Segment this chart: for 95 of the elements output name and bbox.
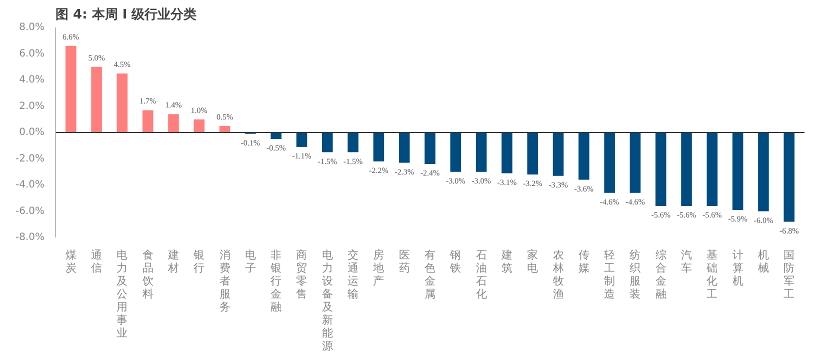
- y-tick-label: 2.0%: [19, 100, 44, 112]
- x-tick-label: 农林牧渔: [552, 248, 564, 300]
- data-label: -3.3%: [548, 180, 568, 190]
- bar: [578, 132, 590, 180]
- x-tick-label: 消费者服务: [219, 248, 230, 314]
- x-tick-label: 电力及公用事业: [116, 248, 128, 340]
- y-tick-label: -2.0%: [15, 153, 44, 164]
- y-tick-label: 8.0%: [19, 22, 44, 33]
- x-tick-label: 建筑: [500, 248, 512, 274]
- x-tick-label: 机械: [758, 248, 769, 274]
- x-tick-label: 食品饮料: [141, 248, 154, 300]
- x-tick-label: 汽车: [681, 248, 692, 274]
- x-tick-label: 基础化工: [706, 248, 718, 300]
- bar: [552, 132, 564, 176]
- data-label: 6.6%: [62, 32, 80, 42]
- bar: [142, 110, 154, 132]
- x-tick-label: 建材: [166, 248, 179, 274]
- data-label: 5.0%: [88, 53, 106, 62]
- x-tick-label: 纺织服装: [630, 248, 641, 300]
- data-label: -4.6%: [626, 197, 646, 206]
- bar: [655, 132, 666, 206]
- data-label: -6.8%: [779, 226, 800, 236]
- data-label: 0.5%: [216, 112, 234, 122]
- bar: [502, 132, 512, 174]
- bar: [476, 132, 487, 172]
- bar: [450, 132, 462, 172]
- bar: [706, 132, 718, 206]
- bar: [681, 132, 692, 206]
- x-tick-label: 非银行金融: [270, 248, 282, 314]
- x-tick-label: 家电: [527, 248, 538, 274]
- data-label: 1.7%: [140, 96, 157, 106]
- x-tick-label: 石油石化: [476, 248, 487, 300]
- bar: [348, 132, 358, 152]
- data-label: -5.6%: [676, 210, 697, 220]
- bar: [66, 46, 76, 132]
- data-label: 1.4%: [165, 100, 182, 110]
- x-tick-label: 综合金融: [655, 248, 666, 300]
- x-tick-label: 房地产: [372, 248, 384, 288]
- bar: [398, 132, 410, 163]
- data-label: -2.4%: [420, 168, 440, 178]
- x-tick-label: 银行: [192, 248, 205, 274]
- bar: [784, 132, 794, 222]
- data-label: -0.1%: [240, 138, 260, 148]
- bar: [424, 132, 436, 164]
- bar: [296, 132, 308, 147]
- data-label: -5.6%: [702, 210, 722, 220]
- x-tick-label: 通信: [91, 248, 102, 274]
- data-label: -1.5%: [318, 156, 338, 166]
- data-label: -6.0%: [754, 216, 774, 225]
- bar: [322, 132, 333, 152]
- x-tick-label: 钢铁: [449, 248, 462, 274]
- data-label: -4.6%: [600, 197, 620, 206]
- y-tick-label: -4.0%: [15, 180, 44, 190]
- x-tick-label: 国防军工: [784, 248, 795, 300]
- bar: [604, 132, 615, 193]
- bar: [732, 132, 744, 210]
- data-label: 4.5%: [114, 60, 131, 69]
- x-tick-label: 计算机: [732, 248, 744, 288]
- data-label: -3.2%: [522, 179, 543, 188]
- x-tick-label: 电子: [244, 248, 256, 274]
- data-label: -3.0%: [446, 176, 466, 186]
- data-label: -5.6%: [651, 210, 671, 220]
- data-label: -2.3%: [394, 167, 414, 176]
- x-tick-label: 商贸零售: [296, 248, 308, 300]
- bar: [527, 132, 538, 174]
- bar: [116, 73, 128, 132]
- data-label: -0.5%: [266, 144, 286, 153]
- x-tick-label: 交通运输: [348, 248, 359, 300]
- bar: [194, 119, 205, 132]
- x-tick-label: 传媒: [578, 248, 590, 274]
- data-label: -3.0%: [472, 176, 492, 186]
- data-label: -3.1%: [497, 178, 517, 187]
- data-label: -2.2%: [369, 166, 389, 175]
- x-tick-label: 煤炭: [65, 248, 76, 274]
- data-label: -5.9%: [728, 214, 748, 224]
- chart-title: 图 4: 本周 I 级行业分类: [56, 8, 197, 22]
- y-tick-label: -8.0%: [15, 232, 44, 243]
- y-tick-label: 6.0%: [19, 48, 44, 60]
- y-tick-label: -6.0%: [15, 206, 44, 217]
- data-label: 1.0%: [190, 106, 208, 115]
- bar: [758, 132, 769, 212]
- x-tick-label: 有色金属: [424, 248, 436, 300]
- bar: [630, 132, 641, 193]
- data-label: -1.5%: [343, 156, 364, 166]
- data-label: -1.1%: [292, 152, 312, 161]
- bar: [373, 132, 384, 162]
- data-label: -3.6%: [574, 184, 594, 194]
- x-tick-label: 医药: [398, 248, 410, 274]
- x-tick-label: 电力设备及新能源: [322, 248, 333, 352]
- y-tick-label: 4.0%: [19, 74, 44, 86]
- bar: [270, 132, 282, 140]
- y-tick-label: 0.0%: [19, 127, 44, 138]
- bar: [168, 114, 179, 132]
- bar: [91, 66, 102, 132]
- x-tick-label: 轻工制造: [604, 248, 616, 300]
